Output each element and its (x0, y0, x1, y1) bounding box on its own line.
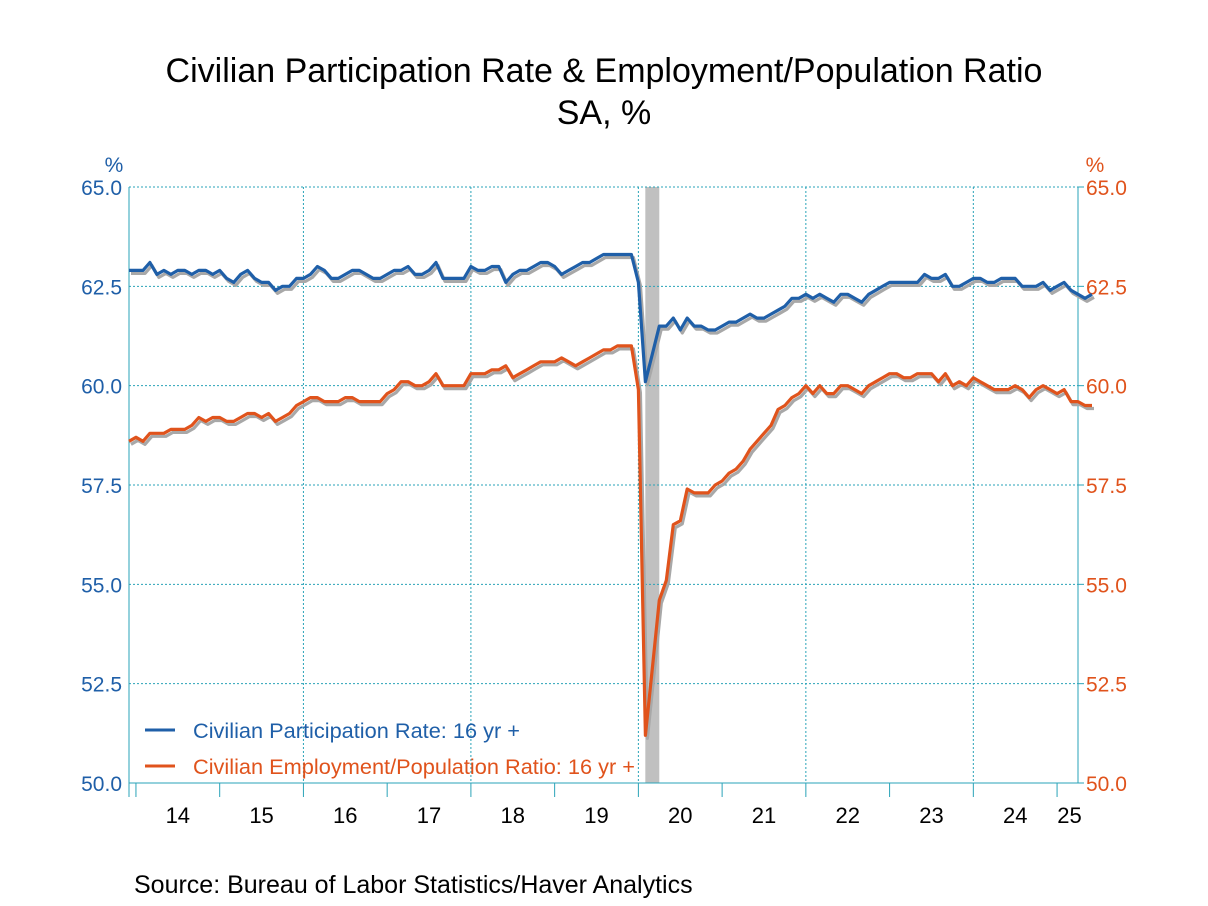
legend-label: Civilian Employment/Population Ratio: 16… (193, 756, 635, 779)
x-tick-label: 16 (333, 803, 357, 828)
y-left-tick-label: 50.0 (81, 773, 122, 796)
chart-title: Civilian Participation Rate & Employment… (165, 52, 1043, 90)
y-right-tick-label: 57.5 (1086, 475, 1127, 498)
y-left-tick-label: 52.5 (81, 674, 122, 697)
series-line-participation-rate (129, 252, 1093, 384)
y-left-tick-label: 65.0 (81, 177, 122, 200)
y-left-unit-label: % (105, 154, 124, 177)
y-right-tick-label: 60.0 (1086, 376, 1127, 399)
series-shadow (131, 255, 1095, 387)
x-tick-label: 23 (919, 803, 943, 828)
y-right-tick-label: 65.0 (1086, 177, 1127, 200)
y-right-tick-label: 52.5 (1086, 674, 1127, 697)
x-tick-label: 22 (835, 803, 859, 828)
y-left-tick-label: 60.0 (81, 376, 122, 399)
y-right-tick-label: 62.5 (1086, 276, 1127, 299)
chart-subtitle: SA, % (556, 94, 652, 132)
x-tick-label: 17 (417, 803, 441, 828)
x-tick-label: 19 (584, 803, 608, 828)
y-left-tick-label: 62.5 (81, 276, 122, 299)
x-tick-label: 20 (668, 803, 692, 828)
series-line-employment-population-ratio (128, 344, 1092, 737)
y-right-tick-label: 50.0 (1086, 773, 1127, 796)
y-right-tick-label: 55.0 (1086, 574, 1127, 597)
legend-label: Civilian Participation Rate: 16 yr + (193, 720, 520, 743)
x-tick-label: 18 (501, 803, 525, 828)
x-tick-label: 21 (752, 803, 776, 828)
x-tick-label: 14 (166, 803, 190, 828)
y-right-unit-label: % (1086, 154, 1105, 177)
x-tick-label: 24 (1003, 803, 1027, 828)
x-tick-label: 15 (249, 803, 273, 828)
y-left-tick-label: 55.0 (81, 574, 122, 597)
series-shadow (130, 347, 1094, 740)
x-tick-label: 25 (1057, 803, 1081, 828)
y-left-tick-label: 57.5 (81, 475, 122, 498)
source-note: Source: Bureau of Labor Statistics/Haver… (134, 871, 693, 899)
